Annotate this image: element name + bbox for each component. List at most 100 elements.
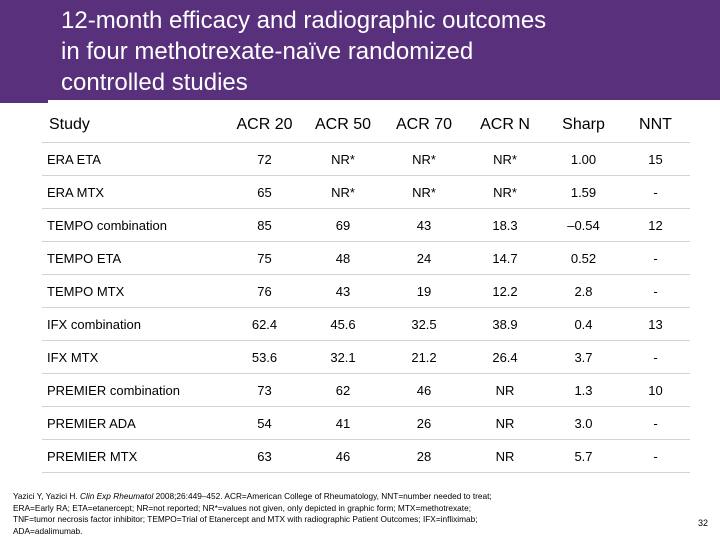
table-cell: 24 [384,241,464,275]
column-header-study: Study [49,116,90,133]
table-cell: 13 [621,307,690,341]
table-cell: NR* [384,142,464,176]
study-name-cell: ERA MTX [42,175,227,209]
table-cell: 15 [621,142,690,176]
table-row: IFX MTX 53.6 32.1 21.2 26.4 3.7- [42,340,690,374]
table-cell: 53.6 [227,340,302,374]
table-cell: 69 [302,208,384,242]
table-row: TEMPO MTX 76 43 19 12.2 2.8- [42,274,690,308]
table-cell: 1.59 [546,175,621,209]
table-cell: NR* [302,175,384,209]
table-cell: 63 [227,439,302,473]
table-cell: NR [464,373,546,407]
column-header-acrn: ACR N [480,116,530,133]
table-cell: 62 [302,373,384,407]
table-cell: - [621,340,690,374]
table-cell: 46 [302,439,384,473]
table-row: IFX combination 62.4 45.6 32.5 38.9 0.4 13 [42,307,690,341]
study-name-cell: IFX combination [42,307,227,341]
table-row: TEMPO ETA 75 48 24 14.7 0.52- [42,241,690,275]
slide-title-line: controlled studies [61,69,248,96]
table-cell: 38.9 [464,307,546,341]
study-name-cell: PREMIER MTX [42,439,227,473]
table-cell: 10 [621,373,690,407]
table-cell: 54 [227,406,302,440]
page-number: 32 [697,518,708,528]
table-cell: 2.8 [546,274,621,308]
footnote: Yazici Y, Yazici H. Clin Exp Rheumatol 2… [13,491,493,537]
table-cell: 3.7 [546,340,621,374]
table-row: ERA ETA 72 NR* NR* NR* 1.00 15 [42,142,690,176]
footnote-citation-journal: Clin Exp Rheumatol [80,491,154,501]
table-cell: 18.3 [464,208,546,242]
footnote-citation-authors: Yazici Y, Yazici H. [13,491,81,501]
table-cell: 46 [384,373,464,407]
outcomes-table: Study ACR 20 ACR 50 ACR 70 ACR N Sharp N… [42,108,690,473]
study-name-cell: IFX MTX [42,340,227,374]
study-name-cell: TEMPO MTX [42,274,227,308]
table-cell: 72 [227,142,302,176]
study-name-cell: PREMIER ADA [42,406,227,440]
title-accent-rule [0,100,48,103]
table-row: PREMIER MTX 63 46 28 NR 5.7- [42,439,690,473]
table-cell: - [621,406,690,440]
study-name-cell: TEMPO combination [42,208,227,242]
table-body: ERA ETA 72 NR* NR* NR* 1.00 15 ERA MTX 65 NR* NR* N… [42,142,690,473]
table-cell: NR [464,439,546,473]
study-name-cell: PREMIER combination [42,373,227,407]
table-cell: NR* [464,175,546,209]
study-name-cell: ERA ETA [42,142,227,176]
table-cell: 73 [227,373,302,407]
table-cell: 32.5 [384,307,464,341]
table-cell: - [621,274,690,308]
table-cell: 1.3 [546,373,621,407]
table-cell: 5.7 [546,439,621,473]
table-cell: - [621,175,690,209]
table-cell: 26.4 [464,340,546,374]
table-cell: 43 [384,208,464,242]
table-cell: 0.4 [546,307,621,341]
table-header-row: Study ACR 20 ACR 50 ACR 70 ACR N Sharp N… [42,108,690,143]
slide-title-line: in four methotrexate-naïve randomized [61,38,474,65]
table-cell: 43 [302,274,384,308]
table-cell: –0.54 [546,208,621,242]
table-cell: NR [464,406,546,440]
table-cell: 75 [227,241,302,275]
table-row: PREMIER ADA 54 41 26 NR 3.0- [42,406,690,440]
table-cell: 1.00 [546,142,621,176]
column-header-sharp: Sharp [562,116,605,133]
table-row: PREMIER combination 73 62 46 NR 1.3 10 [42,373,690,407]
table-cell: 85 [227,208,302,242]
column-header-acr50: ACR 50 [314,116,372,133]
table-cell: - [621,439,690,473]
column-header-acr20: ACR 20 [236,116,293,133]
table-cell: 3.0 [546,406,621,440]
table-cell: 28 [384,439,464,473]
table-cell: 65 [227,175,302,209]
table-cell: 19 [384,274,464,308]
table-cell: NR* [464,142,546,176]
table-cell: 62.4 [227,307,302,341]
table-cell: 76 [227,274,302,308]
table-cell: 32.1 [302,340,384,374]
slide-title-line: 12-month efficacy and radiographic outco… [61,7,547,34]
footnote-text: 2008;26:449–452. ACR=American College of… [13,491,492,536]
column-header-acr70: ACR 70 [395,116,453,133]
table-cell: 26 [384,406,464,440]
table-row: TEMPO combination 85 69 43 18.3 –0.54 12 [42,208,690,242]
table-cell: 0.52 [546,241,621,275]
study-name-cell: TEMPO ETA [42,241,227,275]
table-row: ERA MTX 65 NR* NR* NR* 1.59- [42,175,690,209]
table-cell: 45.6 [302,307,384,341]
title-bar: 12-month efficacy and radiographic outco… [0,0,720,100]
table-cell: NR* [302,142,384,176]
table-cell: NR* [384,175,464,209]
table-cell: 21.2 [384,340,464,374]
table-cell: 12 [621,208,690,242]
table-cell: - [621,241,690,275]
slide-title: 12-month efficacy and radiographic outco… [61,5,681,98]
table-cell: 48 [302,241,384,275]
table-cell: 14.7 [464,241,546,275]
column-header-nnt: NNT [639,116,672,133]
table-cell: 41 [302,406,384,440]
